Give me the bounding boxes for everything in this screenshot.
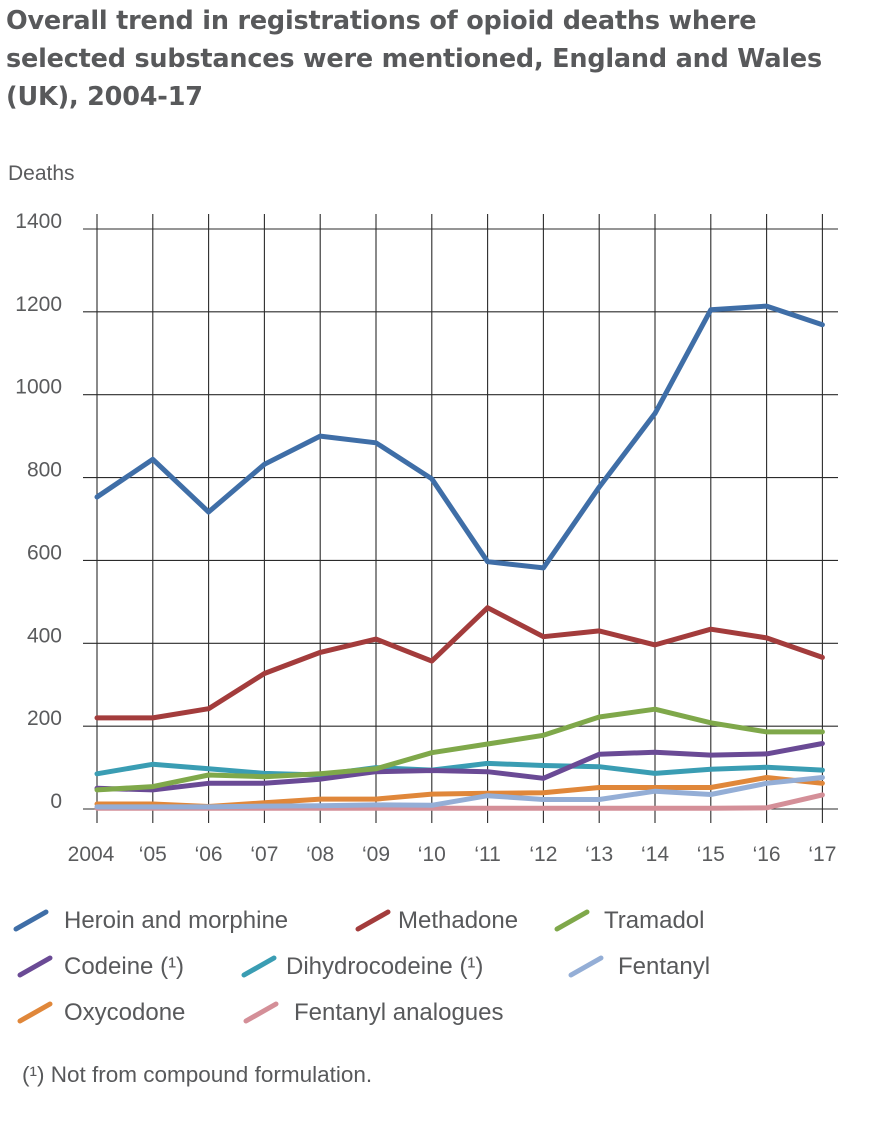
legend-item: Codeine (¹) — [17, 953, 184, 980]
legend-swatch — [243, 1001, 279, 1024]
legend-label: Tramadol — [604, 907, 704, 934]
y-tick-labels: 0 200 400 600 800 1000 1200 1400 — [15, 210, 62, 813]
series-heroin-and-morphine — [94, 303, 825, 571]
chart-title-line-2: selected substances were mentioned, Engl… — [6, 44, 822, 74]
legend-label: Fentanyl — [618, 953, 710, 980]
chart-title-line-3: (UK), 2004-17 — [6, 82, 203, 112]
series-methadone — [94, 605, 825, 721]
legend-swatch — [13, 909, 49, 932]
series-line — [94, 775, 825, 810]
y-tick-label: 1000 — [15, 376, 62, 399]
y-tick-label: 1200 — [15, 293, 62, 316]
legend-label: Codeine (¹) — [64, 953, 184, 980]
footnote: (¹) Not from compound formulation. — [22, 1062, 373, 1087]
x-tick-label: ‘05 — [139, 843, 167, 866]
x-tick-label: ‘16 — [753, 843, 781, 866]
legend-item: Oxycodone — [17, 999, 185, 1026]
legend: Heroin and morphine Methadone Tramadol Code… — [13, 907, 710, 1026]
legend-swatch — [355, 909, 391, 932]
legend-label: Fentanyl analogues — [294, 999, 503, 1026]
x-tick-label: ‘07 — [250, 843, 278, 866]
y-axis-title: Deaths — [8, 162, 75, 185]
legend-label: Dihydrocodeine (¹) — [286, 953, 483, 980]
legend-item: Fentanyl analogues — [243, 999, 503, 1026]
series-fentanyl — [94, 775, 825, 810]
y-tick-label: 0 — [50, 790, 62, 813]
x-tick-label: ‘06 — [195, 843, 223, 866]
x-tick-label: ‘12 — [529, 843, 557, 866]
series-dihydrocodeine — [94, 760, 825, 778]
series-line — [94, 303, 825, 571]
series-line — [94, 741, 825, 793]
x-tick-label: ‘14 — [641, 843, 669, 866]
series-line — [94, 760, 825, 778]
series-lines — [94, 303, 825, 811]
x-tick-label: ‘15 — [697, 843, 725, 866]
legend-label: Methadone — [398, 907, 518, 934]
chart-title-line-1: Overall trend in registrations of opioid… — [6, 6, 757, 36]
y-tick-label: 400 — [27, 624, 62, 647]
legend-swatch — [17, 1001, 53, 1024]
series-line — [94, 605, 825, 721]
series-tramadol — [94, 706, 825, 793]
x-tick-label: 2004 — [68, 843, 115, 866]
y-tick-label: 600 — [27, 541, 62, 564]
x-tick-label: ‘08 — [306, 843, 334, 866]
y-tick-label: 200 — [27, 707, 62, 730]
legend-swatch — [17, 955, 53, 978]
legend-item: Heroin and morphine — [13, 907, 288, 934]
legend-swatch — [241, 955, 277, 978]
legend-item: Dihydrocodeine (¹) — [241, 953, 483, 980]
legend-label: Heroin and morphine — [64, 907, 288, 934]
legend-swatch — [568, 955, 604, 978]
legend-item: Tramadol — [554, 907, 704, 934]
y-tick-label: 1400 — [15, 210, 62, 233]
legend-item: Fentanyl — [568, 953, 710, 980]
legend-item: Methadone — [355, 907, 518, 934]
y-tick-label: 800 — [27, 459, 62, 482]
series-codeine — [94, 741, 825, 793]
series-line — [94, 706, 825, 793]
x-tick-label: ‘10 — [418, 843, 446, 866]
legend-swatch — [554, 909, 590, 932]
x-tick-label: ‘17 — [808, 843, 836, 866]
x-tick-label: ‘11 — [474, 843, 500, 866]
x-tick-label: ‘09 — [362, 843, 390, 866]
x-tick-labels: 2004 ‘05 ‘06 ‘07 ‘08 ‘09 ‘10 ‘11 ‘12 ‘13 ‘14 ‘15 ‘16… — [68, 843, 837, 866]
chart-title: Overall trend in registrations of opioid… — [6, 2, 856, 116]
x-tick-label: ‘13 — [585, 843, 613, 866]
legend-label: Oxycodone — [64, 999, 185, 1026]
